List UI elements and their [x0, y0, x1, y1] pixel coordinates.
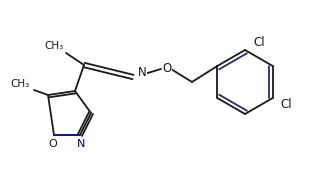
Text: N: N	[138, 65, 147, 79]
Text: O: O	[49, 139, 57, 149]
Text: CH₃: CH₃	[10, 79, 30, 89]
Text: Cl: Cl	[281, 98, 292, 110]
Text: N: N	[77, 139, 85, 149]
Text: CH₃: CH₃	[44, 41, 64, 51]
Text: Cl: Cl	[253, 36, 265, 48]
Text: O: O	[162, 62, 171, 76]
